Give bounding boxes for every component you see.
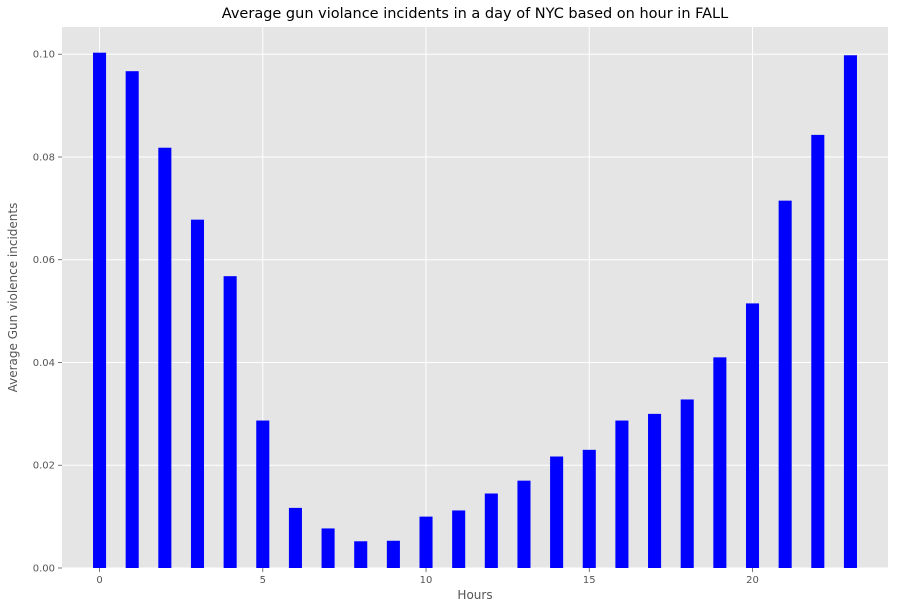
x-axis-ticks: 0 5 10 15 20 — [96, 568, 759, 586]
bar-hour-19 — [713, 357, 727, 568]
bar-hour-11 — [452, 510, 466, 568]
x-tick-label: 10 — [420, 575, 433, 586]
bar-hour-0 — [93, 52, 107, 568]
bar-hour-8 — [354, 541, 368, 568]
x-tick-label: 5 — [260, 575, 266, 586]
bar-hour-7 — [321, 528, 335, 568]
bar-hour-2 — [158, 147, 172, 568]
bar-hour-21 — [778, 200, 792, 568]
bar-hour-10 — [419, 516, 433, 568]
y-tick-label: 0.04 — [33, 358, 55, 369]
y-tick-label: 0.08 — [33, 152, 55, 163]
plot-area — [62, 27, 888, 568]
bar-hour-18 — [680, 399, 694, 568]
y-tick-label: 0.06 — [33, 255, 55, 266]
y-axis-label: Average Gun violence incidents — [6, 203, 20, 393]
bar-hour-13 — [517, 480, 531, 568]
x-tick-label: 15 — [583, 575, 596, 586]
bar-hour-6 — [288, 507, 302, 568]
y-tick-label: 0.00 — [33, 564, 55, 575]
bar-hour-16 — [615, 420, 629, 568]
bar-hour-1 — [125, 71, 139, 568]
bar-hour-4 — [223, 276, 237, 568]
x-tick-label: 0 — [96, 575, 102, 586]
bar-hour-17 — [648, 413, 662, 568]
bar-hour-14 — [550, 456, 564, 568]
bar-hour-3 — [190, 219, 205, 568]
bar-hour-20 — [745, 303, 760, 568]
x-tick-label: 20 — [746, 575, 759, 586]
bar-hour-12 — [484, 493, 498, 568]
chart-title: Average gun violance incidents in a day … — [222, 6, 728, 22]
bar-hour-22 — [811, 134, 825, 569]
x-axis-label: Hours — [457, 588, 492, 602]
y-tick-label: 0.10 — [33, 50, 55, 61]
bar-hour-9 — [386, 540, 400, 568]
bar-hour-23 — [843, 55, 857, 568]
bars — [93, 52, 857, 569]
y-tick-label: 0.02 — [33, 461, 55, 472]
y-axis-ticks: 0.00 0.02 0.04 0.06 0.08 0.10 — [33, 50, 62, 575]
bar-hour-15 — [582, 449, 596, 568]
bar-hour-5 — [256, 420, 270, 568]
